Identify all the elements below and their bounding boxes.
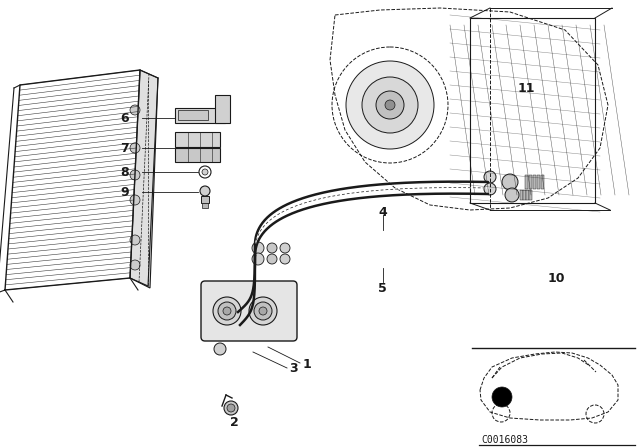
- Circle shape: [346, 61, 434, 149]
- Bar: [201, 196, 209, 203]
- Bar: [175, 132, 220, 147]
- Text: 3: 3: [289, 362, 298, 375]
- Circle shape: [130, 195, 140, 205]
- Circle shape: [267, 243, 277, 253]
- Circle shape: [280, 243, 290, 253]
- Circle shape: [130, 235, 140, 245]
- Bar: [529, 175, 532, 189]
- Circle shape: [254, 302, 272, 320]
- Bar: [470, 18, 595, 203]
- Bar: [178, 110, 208, 120]
- Circle shape: [376, 91, 404, 119]
- Bar: [520, 190, 522, 200]
- Bar: [523, 190, 525, 200]
- Polygon shape: [130, 70, 158, 288]
- Bar: [175, 108, 225, 123]
- Text: 1: 1: [303, 358, 312, 370]
- Text: 8: 8: [120, 165, 129, 178]
- Text: 4: 4: [378, 206, 387, 219]
- Text: 10: 10: [548, 271, 566, 284]
- Circle shape: [130, 143, 140, 153]
- Bar: [175, 148, 220, 162]
- Circle shape: [484, 183, 496, 195]
- Circle shape: [252, 253, 264, 265]
- Circle shape: [130, 105, 140, 115]
- Circle shape: [362, 77, 418, 133]
- Circle shape: [249, 297, 277, 325]
- Circle shape: [213, 297, 241, 325]
- Bar: [537, 175, 540, 189]
- FancyBboxPatch shape: [201, 281, 297, 341]
- Text: 2: 2: [230, 415, 239, 428]
- Text: 6: 6: [120, 112, 129, 125]
- Circle shape: [200, 186, 210, 196]
- Bar: [526, 190, 529, 200]
- Circle shape: [218, 302, 236, 320]
- Circle shape: [224, 401, 238, 415]
- Circle shape: [280, 254, 290, 264]
- Circle shape: [586, 405, 604, 423]
- Text: 5: 5: [378, 281, 387, 294]
- Bar: [202, 203, 208, 208]
- Bar: [541, 175, 544, 189]
- Circle shape: [252, 242, 264, 254]
- Bar: [215, 95, 230, 123]
- Circle shape: [385, 100, 395, 110]
- Text: 9: 9: [120, 185, 129, 198]
- Circle shape: [484, 171, 496, 183]
- Circle shape: [502, 174, 518, 190]
- Circle shape: [267, 254, 277, 264]
- Circle shape: [202, 169, 208, 175]
- Circle shape: [223, 307, 231, 315]
- Circle shape: [227, 404, 235, 412]
- Circle shape: [130, 260, 140, 270]
- Bar: [525, 175, 528, 189]
- Circle shape: [214, 343, 226, 355]
- Circle shape: [130, 170, 140, 180]
- Circle shape: [199, 166, 211, 178]
- Text: 7: 7: [120, 142, 129, 155]
- Text: C0016083: C0016083: [481, 435, 528, 445]
- Circle shape: [505, 188, 519, 202]
- Circle shape: [492, 404, 510, 422]
- Bar: [529, 190, 531, 200]
- Circle shape: [259, 307, 267, 315]
- Circle shape: [492, 387, 512, 407]
- Text: 11: 11: [518, 82, 536, 95]
- Bar: [533, 175, 536, 189]
